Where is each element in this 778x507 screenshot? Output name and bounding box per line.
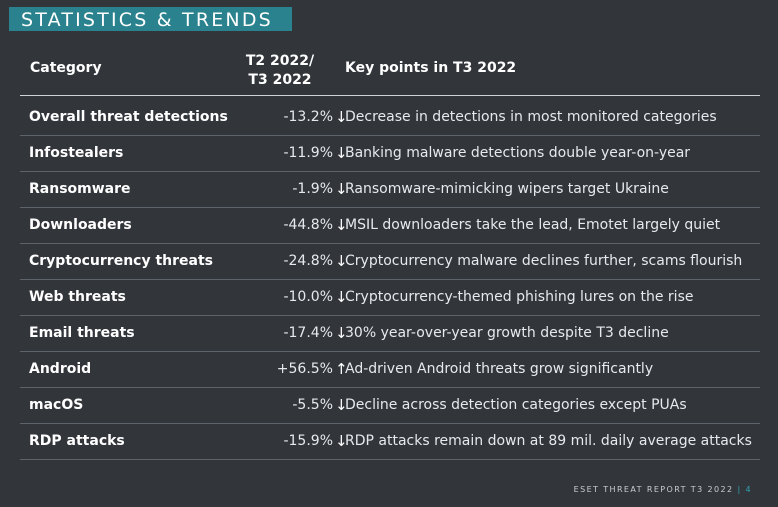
row-divider: [20, 243, 760, 244]
row-key-point: Cryptocurrency-themed phishing lures on …: [345, 289, 694, 305]
row-key-point: Decline across detection categories exce…: [345, 397, 687, 413]
header-key-points: Key points in T3 2022: [345, 60, 517, 76]
row-change: -13.2%: [283, 109, 333, 125]
row-category: Downloaders: [29, 217, 132, 233]
table-row: Android +56.5% ↑ Ad-driven Android threa…: [20, 352, 760, 388]
row-key-point: Ransomware-mimicking wipers target Ukrai…: [345, 181, 669, 197]
row-divider: [20, 315, 760, 316]
row-change: -1.9%: [292, 181, 333, 197]
arrow-down-icon: ↓: [335, 216, 348, 234]
table-row: RDP attacks -15.9% ↓ RDP attacks remain …: [20, 424, 760, 460]
arrow-up-icon: ↑: [335, 360, 348, 378]
arrow-down-icon: ↓: [335, 108, 348, 126]
row-key-point: 30% year-over-year growth despite T3 dec…: [345, 325, 669, 341]
row-change: -17.4%: [283, 325, 333, 341]
table-row: Web threats -10.0% ↓ Cryptocurrency-them…: [20, 280, 760, 316]
row-category: RDP attacks: [29, 433, 125, 449]
row-change: -24.8%: [283, 253, 333, 269]
arrow-down-icon: ↓: [335, 396, 348, 414]
row-change: -15.9%: [283, 433, 333, 449]
row-category: Email threats: [29, 325, 135, 341]
section-title: STATISTICS & TRENDS: [21, 9, 273, 31]
arrow-down-icon: ↓: [335, 288, 348, 306]
row-divider: [20, 459, 760, 460]
row-category: macOS: [29, 397, 84, 413]
table-row: Downloaders -44.8% ↓ MSIL downloaders ta…: [20, 208, 760, 244]
header-change-line2: T3 2022: [248, 72, 312, 88]
row-divider: [20, 135, 760, 136]
row-key-point: Cryptocurrency malware declines further,…: [345, 253, 743, 269]
footer-report-title: ESET THREAT REPORT T3 2022: [573, 485, 734, 494]
row-key-point: Banking malware detections double year-o…: [345, 145, 691, 161]
row-change: -10.0%: [283, 289, 333, 305]
row-divider: [20, 279, 760, 280]
arrow-down-icon: ↓: [335, 432, 348, 450]
page-number: 4: [745, 485, 752, 494]
row-category: Cryptocurrency threats: [29, 253, 214, 269]
table-row: macOS -5.5% ↓ Decline across detection c…: [20, 388, 760, 424]
header-rule: [20, 95, 760, 96]
row-divider: [20, 423, 760, 424]
arrow-down-icon: ↓: [335, 324, 348, 342]
row-key-point: RDP attacks remain down at 89 mil. daily…: [345, 433, 752, 449]
row-divider: [20, 207, 760, 208]
table-row: Ransomware -1.9% ↓ Ransomware-mimicking …: [20, 172, 760, 208]
table-row: Overall threat detections -13.2% ↓ Decre…: [20, 100, 760, 136]
row-change: +56.5%: [276, 361, 333, 377]
row-divider: [20, 387, 760, 388]
row-divider: [20, 351, 760, 352]
arrow-down-icon: ↓: [335, 180, 348, 198]
table-row: Email threats -17.4% ↓ 30% year-over-yea…: [20, 316, 760, 352]
row-change: -5.5%: [292, 397, 333, 413]
row-category: Web threats: [29, 289, 126, 305]
row-change: -11.9%: [283, 145, 333, 161]
footer-separator: |: [737, 485, 742, 494]
page-footer: ESET THREAT REPORT T3 2022 | 4: [574, 485, 752, 494]
header-category: Category: [30, 60, 102, 76]
section-title-banner: STATISTICS & TRENDS: [9, 7, 292, 31]
arrow-down-icon: ↓: [335, 144, 348, 162]
row-category: Overall threat detections: [29, 109, 228, 125]
row-category: Infostealers: [29, 145, 124, 161]
table-row: Infostealers -11.9% ↓ Banking malware de…: [20, 136, 760, 172]
table-row: Cryptocurrency threats -24.8% ↓ Cryptocu…: [20, 244, 760, 280]
header-change: T2 2022/ T3 2022: [244, 52, 316, 90]
header-change-line1: T2 2022/: [245, 53, 315, 69]
row-change: -44.8%: [283, 217, 333, 233]
row-category: Ransomware: [29, 181, 131, 197]
row-key-point: Decrease in detections in most monitored…: [345, 109, 717, 125]
arrow-down-icon: ↓: [335, 252, 348, 270]
row-key-point: Ad-driven Android threats grow significa…: [345, 361, 654, 377]
row-key-point: MSIL downloaders take the lead, Emotet l…: [345, 217, 721, 233]
row-divider: [20, 171, 760, 172]
row-category: Android: [29, 361, 92, 377]
